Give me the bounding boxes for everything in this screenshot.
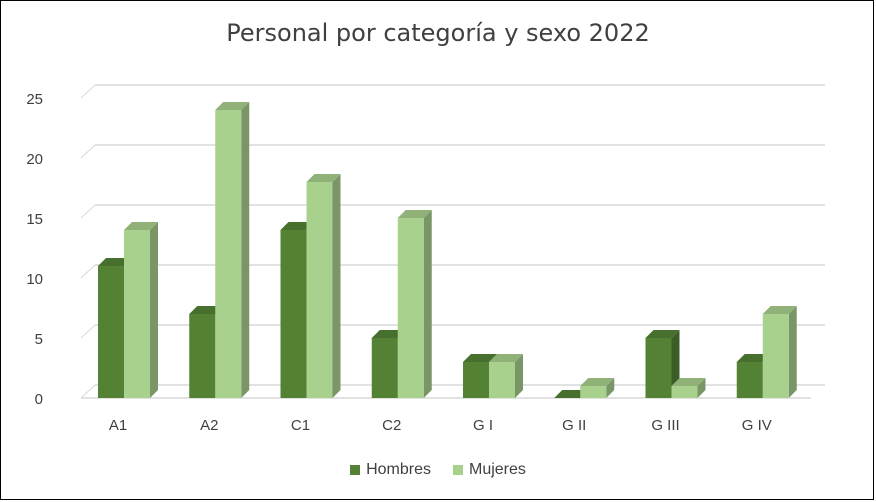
bar-top — [124, 222, 158, 230]
bar-mujeres — [397, 218, 424, 398]
bar-side — [241, 102, 250, 398]
bar-hombres — [371, 338, 398, 398]
x-tick-label: A2 — [200, 417, 218, 434]
bar-top — [762, 306, 797, 314]
bar-top — [554, 390, 589, 398]
bar-side — [150, 222, 158, 398]
gridline-depth — [80, 324, 96, 339]
bar-mujeres — [671, 386, 698, 398]
bar-mujeres — [489, 362, 515, 398]
y-tick-label: 20 — [26, 151, 43, 168]
bar-hombres — [463, 362, 489, 398]
y-tick-label: 5 — [35, 331, 43, 348]
bar-side — [423, 210, 432, 398]
bar-mujeres — [306, 182, 333, 398]
gridline-depth — [80, 264, 96, 279]
bar-hombres — [189, 314, 216, 398]
bar-side — [332, 174, 341, 398]
bar-top — [463, 354, 497, 362]
bar-top — [280, 222, 315, 230]
bar-top — [397, 210, 432, 218]
x-tick-label: A1 — [109, 417, 127, 434]
gridline-depth — [80, 144, 96, 159]
bar-hombres — [736, 362, 763, 398]
bar-top — [580, 378, 615, 386]
chart-title: Personal por categoría y sexo 2022 — [226, 19, 650, 47]
bar-mujeres — [580, 386, 607, 398]
bar-side — [697, 378, 706, 398]
chart-legend: Hombres Mujeres — [1, 461, 875, 479]
gridline-depth — [80, 204, 96, 219]
bar-hombres — [98, 266, 124, 398]
y-tick-label: 25 — [26, 91, 43, 108]
y-tick-label: 0 — [35, 391, 43, 408]
legend-item-mujeres: Mujeres — [453, 461, 526, 479]
bar-hombres — [280, 230, 307, 398]
x-tick-label: C1 — [291, 417, 310, 434]
bar-side — [788, 306, 797, 398]
legend-label-mujeres: Mujeres — [469, 461, 526, 478]
bar-hombres — [645, 338, 672, 398]
legend-swatch-hombres — [350, 465, 361, 475]
gridline-depth — [80, 84, 96, 99]
x-tick-label: G I — [473, 417, 493, 434]
x-tick-label: G III — [651, 417, 679, 434]
gridline-depth — [80, 384, 96, 399]
bar-top — [736, 354, 771, 362]
x-tick-label: G IV — [742, 417, 772, 434]
bar-mujeres — [215, 110, 242, 398]
bar-top — [189, 306, 224, 314]
bar-top — [489, 354, 523, 362]
bar-side — [515, 354, 523, 398]
y-tick-label: 10 — [26, 271, 43, 288]
y-tick-label: 15 — [26, 211, 43, 228]
bar-top — [215, 102, 250, 110]
legend-swatch-mujeres — [453, 465, 463, 475]
x-tick-label: G II — [562, 417, 586, 434]
bar-mujeres — [762, 314, 789, 398]
bar-top — [671, 378, 706, 386]
bar-top — [98, 258, 132, 266]
bar-top — [371, 330, 406, 338]
bar-side — [606, 378, 615, 398]
bar-mujeres — [124, 230, 150, 398]
x-tick-label: C2 — [382, 417, 401, 434]
legend-item-hombres: Hombres — [350, 461, 431, 479]
bar-top — [306, 174, 341, 182]
legend-label-hombres: Hombres — [366, 461, 431, 478]
bar-top — [645, 330, 680, 338]
